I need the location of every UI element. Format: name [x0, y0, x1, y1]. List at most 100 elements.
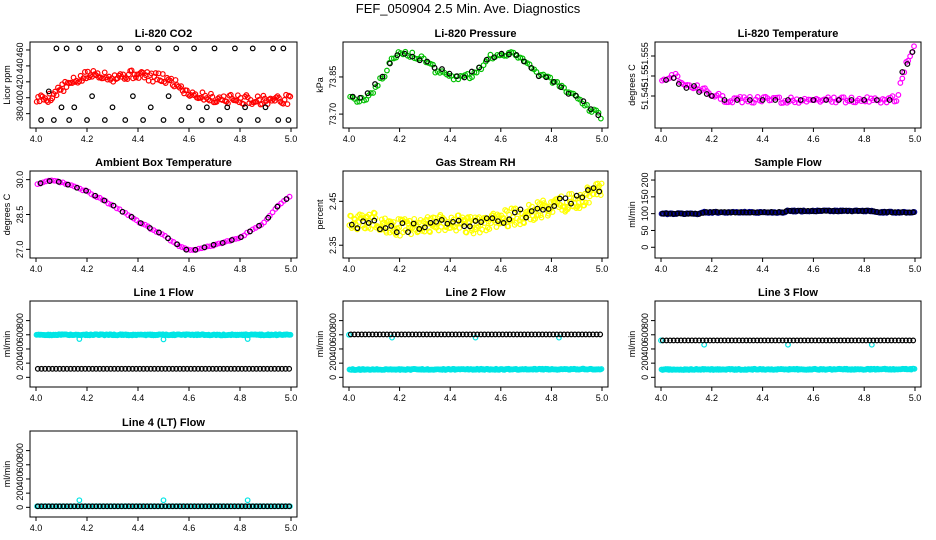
- data-point: [405, 229, 411, 236]
- data-point: [147, 503, 154, 510]
- data-point: [40, 179, 46, 186]
- data-point: [870, 337, 877, 344]
- data-point: [543, 331, 549, 338]
- data-point: [721, 97, 728, 103]
- data-point: [42, 365, 49, 372]
- data-point: [393, 229, 400, 236]
- data-point: [271, 365, 278, 372]
- y-tick-label: 73.70: [328, 103, 338, 126]
- data-point: [69, 80, 76, 87]
- data-point: [360, 218, 366, 225]
- data-point: [264, 365, 271, 372]
- data-point: [564, 331, 571, 338]
- data-point: [525, 331, 531, 338]
- chart-panel: Li-820 CO2 Licor ppm 4.0 4.2 4.4 4.6 4.8 5.0 380…: [2, 28, 298, 144]
- data-point: [808, 208, 815, 214]
- x-tick-label: 4.8: [234, 393, 247, 403]
- data-point: [227, 503, 234, 510]
- data-point: [903, 209, 909, 216]
- data-point: [696, 89, 702, 95]
- data-point: [469, 74, 475, 80]
- data-point: [270, 45, 277, 52]
- data-point: [561, 84, 567, 91]
- data-point: [56, 503, 63, 510]
- data-point: [401, 50, 408, 57]
- data-point: [357, 94, 364, 101]
- data-point: [358, 331, 365, 338]
- data-point: [369, 331, 376, 338]
- data-point: [180, 503, 187, 510]
- x-tick-label: 4.0: [655, 264, 668, 274]
- data-point: [674, 337, 681, 344]
- data-point: [540, 197, 546, 204]
- y-tick-label: 600: [15, 327, 25, 342]
- data-point: [481, 331, 488, 338]
- data-point: [113, 205, 120, 212]
- data-point: [453, 73, 460, 80]
- data-point: [224, 365, 231, 372]
- data-point: [260, 365, 267, 372]
- data-point: [835, 97, 842, 103]
- data-point: [198, 365, 205, 372]
- data-point: [572, 195, 579, 202]
- chart-panel: Line 3 Flow ml/min 4.0 4.2 4.4 4.6 4.8 5.0 0 2004…: [627, 287, 922, 403]
- y-tick-label: 0: [328, 375, 338, 380]
- data-point: [129, 93, 136, 100]
- data-point: [101, 69, 108, 76]
- data-point: [467, 331, 473, 338]
- data-point: [362, 331, 369, 338]
- data-point: [224, 503, 231, 510]
- y-axis-label: ml/min: [315, 331, 325, 358]
- chart-title: Ambient Box Temperature: [95, 157, 232, 169]
- data-point: [910, 209, 917, 216]
- data-point: [699, 337, 706, 344]
- data-point: [101, 197, 108, 204]
- data-point: [37, 180, 44, 187]
- x-tick-label: 4.6: [495, 264, 508, 274]
- series-min: [33, 67, 294, 108]
- series-ave: [34, 503, 293, 510]
- y-tick-label: 73.85: [328, 66, 338, 89]
- data-point: [463, 229, 470, 236]
- x-tick-label: 4.6: [807, 134, 820, 144]
- chart-panel: Li-820 Temperature degrees C 4.0 4.2 4.4 4.6 4…: [627, 28, 922, 144]
- data-point: [151, 503, 158, 510]
- data-point: [877, 209, 884, 216]
- data-point: [82, 365, 89, 372]
- data-point: [546, 331, 553, 338]
- data-point: [909, 49, 916, 55]
- x-tick-label: 4.0: [30, 393, 43, 403]
- data-point: [140, 503, 147, 510]
- data-point: [468, 68, 475, 75]
- data-point: [253, 503, 260, 510]
- data-point: [78, 503, 85, 510]
- data-point: [659, 210, 666, 217]
- data-point: [505, 223, 512, 230]
- data-point: [210, 241, 217, 248]
- data-point: [213, 241, 219, 248]
- data-point: [670, 337, 677, 344]
- x-tick-label: 4.0: [343, 264, 356, 274]
- data-point: [750, 209, 757, 216]
- data-point: [881, 209, 888, 215]
- data-point: [747, 93, 753, 100]
- data-point: [461, 223, 468, 230]
- data-point: [173, 45, 180, 52]
- data-point: [203, 104, 210, 111]
- data-point: [264, 216, 270, 223]
- data-point: [122, 503, 129, 510]
- data-point: [815, 207, 822, 214]
- x-tick-label: 4.8: [545, 264, 558, 274]
- data-point: [209, 93, 216, 100]
- data-point: [503, 331, 510, 338]
- data-point: [206, 365, 212, 372]
- data-point: [286, 503, 293, 510]
- data-point: [155, 45, 162, 52]
- chart-title: Line 2 Flow: [446, 287, 506, 299]
- data-point: [561, 331, 567, 338]
- x-tick-label: 5.0: [909, 134, 922, 144]
- data-point: [424, 214, 431, 220]
- series-ave: [37, 178, 290, 253]
- series-ave: [348, 185, 603, 236]
- data-point: [354, 225, 361, 232]
